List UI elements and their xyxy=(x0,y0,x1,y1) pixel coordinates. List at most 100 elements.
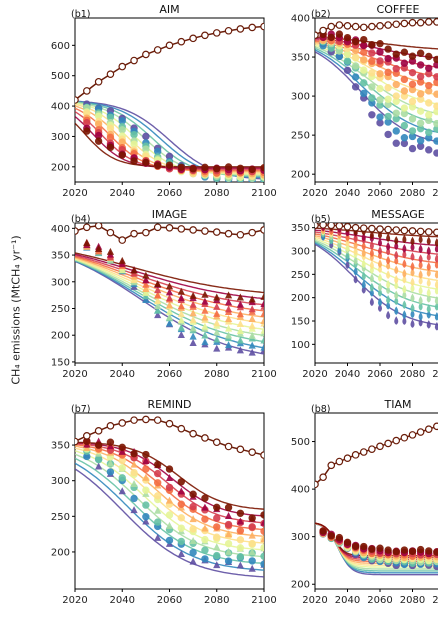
data-marker xyxy=(248,341,256,349)
data-marker xyxy=(201,163,209,172)
data-marker xyxy=(248,514,256,522)
y-tick-label: 500 xyxy=(291,437,310,448)
data-marker xyxy=(189,537,197,545)
data-marker xyxy=(433,149,438,157)
y-tick-label: 300 xyxy=(51,132,70,143)
data-marker xyxy=(248,165,256,174)
y-tick-label: 500 xyxy=(51,71,70,82)
data-marker xyxy=(224,305,233,313)
data-marker xyxy=(394,275,399,284)
data-marker xyxy=(213,302,221,310)
data-marker xyxy=(177,310,185,318)
data-marker xyxy=(386,300,391,310)
data-marker xyxy=(400,121,409,130)
data-marker xyxy=(154,311,162,319)
data-marker xyxy=(386,279,391,289)
reference-marker xyxy=(319,26,327,35)
data-marker xyxy=(165,483,174,492)
data-marker xyxy=(369,230,374,240)
data-marker xyxy=(425,52,433,61)
data-marker xyxy=(369,260,374,270)
data-marker xyxy=(434,322,438,331)
data-marker xyxy=(425,146,433,154)
data-marker xyxy=(83,238,91,246)
data-marker xyxy=(402,274,407,284)
data-marker xyxy=(378,246,382,255)
reference-marker xyxy=(189,34,197,43)
y-tick-label: 600 xyxy=(51,41,70,52)
reference-marker xyxy=(236,445,245,454)
reference-marker xyxy=(248,228,256,237)
reference-marker xyxy=(384,21,392,29)
reference-marker xyxy=(142,50,150,59)
reference-marker xyxy=(94,223,103,230)
scenario-line xyxy=(75,253,264,300)
data-marker xyxy=(434,238,438,247)
data-marker xyxy=(416,90,425,98)
x-tick-label: 2020 xyxy=(302,369,327,380)
reference-marker xyxy=(94,77,103,86)
data-marker xyxy=(201,331,209,339)
reference-marker xyxy=(343,22,352,30)
data-marker xyxy=(165,294,174,302)
data-marker xyxy=(236,293,244,301)
data-marker xyxy=(260,343,264,351)
data-marker xyxy=(353,274,358,284)
y-tick-label: 400 xyxy=(51,224,70,235)
reference-marker xyxy=(83,87,91,95)
data-marker xyxy=(433,102,438,110)
reference-marker xyxy=(351,223,360,232)
panel-5: 200 250 300 350 2020 2040 2060 2080 2100 REMIND (b… xyxy=(51,398,277,606)
data-marker xyxy=(392,548,400,556)
x-tick-label: 2100 xyxy=(432,595,438,606)
data-marker xyxy=(394,290,399,300)
data-marker xyxy=(394,280,399,290)
x-tick-label: 2080 xyxy=(204,369,229,380)
x-tick-label: 2060 xyxy=(157,595,182,606)
data-marker xyxy=(236,346,244,354)
data-marker xyxy=(416,119,425,127)
reference-marker xyxy=(368,224,376,233)
panel-1: 200 300 400 500 600 2020 2040 2060 2080 2100 AIM (b… xyxy=(51,3,277,199)
data-marker xyxy=(426,236,431,245)
data-marker xyxy=(165,161,174,169)
data-marker xyxy=(248,295,256,303)
data-marker xyxy=(248,305,256,313)
data-marker xyxy=(95,244,103,252)
reference-marker xyxy=(327,223,336,230)
data-marker xyxy=(224,503,233,512)
x-tick-label: 2040 xyxy=(335,188,360,199)
data-marker xyxy=(345,251,350,260)
data-marker xyxy=(236,517,244,525)
data-marker xyxy=(426,310,431,319)
data-marker xyxy=(142,473,150,481)
data-marker xyxy=(327,532,335,540)
data-marker xyxy=(425,64,433,72)
x-tick-label: 2060 xyxy=(367,369,392,380)
panel-title: IMAGE xyxy=(152,208,188,221)
data-marker xyxy=(400,48,409,56)
panel-tag: (b2) xyxy=(311,9,331,20)
data-marker xyxy=(418,260,423,269)
reference-marker xyxy=(416,227,425,236)
data-marker xyxy=(418,234,423,244)
data-marker xyxy=(142,457,150,465)
data-marker xyxy=(392,109,400,117)
data-marker xyxy=(376,84,384,93)
data-marker xyxy=(201,555,209,563)
data-marker xyxy=(118,474,126,482)
x-tick-label: 2100 xyxy=(432,369,438,380)
data-marker xyxy=(153,518,162,526)
panel-2: 200 250 300 350 400 2020 2040 2060 2080 2100 COFFE… xyxy=(291,3,438,199)
data-marker xyxy=(376,39,384,48)
data-marker xyxy=(260,292,264,300)
y-tick-label: 200 xyxy=(291,293,310,304)
reference-marker xyxy=(212,29,221,37)
x-tick-label: 2040 xyxy=(335,369,360,380)
reference-marker xyxy=(130,229,138,238)
data-marker xyxy=(386,295,391,304)
data-marker xyxy=(400,87,409,95)
data-marker xyxy=(434,312,438,321)
data-marker xyxy=(369,240,374,250)
data-marker xyxy=(369,248,374,257)
